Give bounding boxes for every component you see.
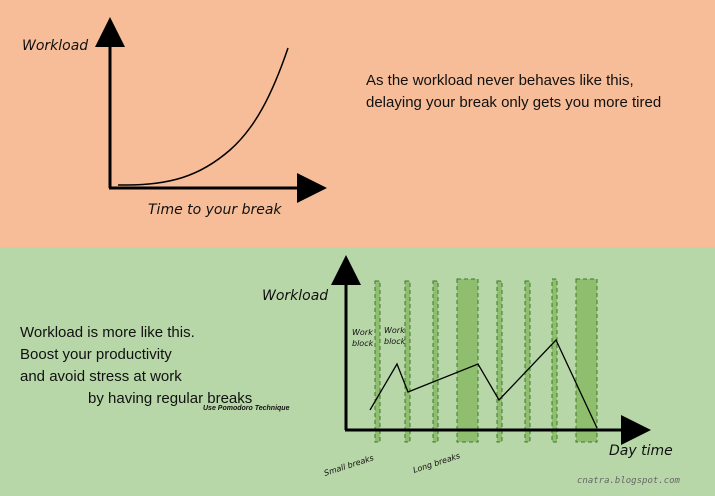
top-caption-line2: delaying your break only gets you more t… (366, 94, 662, 111)
work-block-label-1-line1: Work (352, 328, 373, 337)
small-break-bar (404, 280, 411, 443)
bottom-caption-line4: by having regular breaks (88, 390, 253, 407)
break-bars (374, 278, 598, 443)
bottom-caption: Workload is more like this. Boost your p… (20, 322, 252, 410)
bottom-caption-line1: Workload is more like this. (20, 324, 195, 341)
work-block-label-1-line2: block (352, 339, 374, 348)
bottom-y-axis-label: Workload (262, 288, 328, 304)
workload-line (369, 338, 598, 429)
small-break-bar (432, 280, 439, 443)
small-break-bar (374, 280, 381, 443)
top-caption: As the workload never behaves like this,… (366, 70, 661, 114)
top-chart: Workload Time to your break (22, 17, 327, 218)
small-break-bar (496, 280, 503, 443)
top-y-axis-label: Workload (22, 38, 88, 54)
watermark: cnatra.blogspot.com (577, 476, 681, 486)
small-break-bar (524, 280, 531, 443)
long-breaks-label: Long breaks (412, 451, 461, 475)
bottom-caption-line2: Boost your productivity (20, 346, 172, 363)
work-block-label-2-line2: block (384, 337, 406, 346)
small-breaks-label: Small breaks (323, 453, 375, 478)
small-break-bar (551, 278, 558, 443)
top-caption-line1: As the workload never behaves like this, (366, 72, 634, 89)
work-block-label-2-line1: Work (384, 326, 405, 335)
long-break-bar (456, 278, 479, 443)
bottom-x-axis-label: Day time (609, 443, 673, 459)
long-break-bar (575, 278, 598, 443)
bottom-caption-line3: and avoid stress at work (20, 368, 182, 385)
exponential-curve (117, 47, 289, 186)
pomodoro-note: Use Pomodoro Technique (203, 405, 290, 412)
top-x-axis-label: Time to your break (148, 202, 282, 218)
